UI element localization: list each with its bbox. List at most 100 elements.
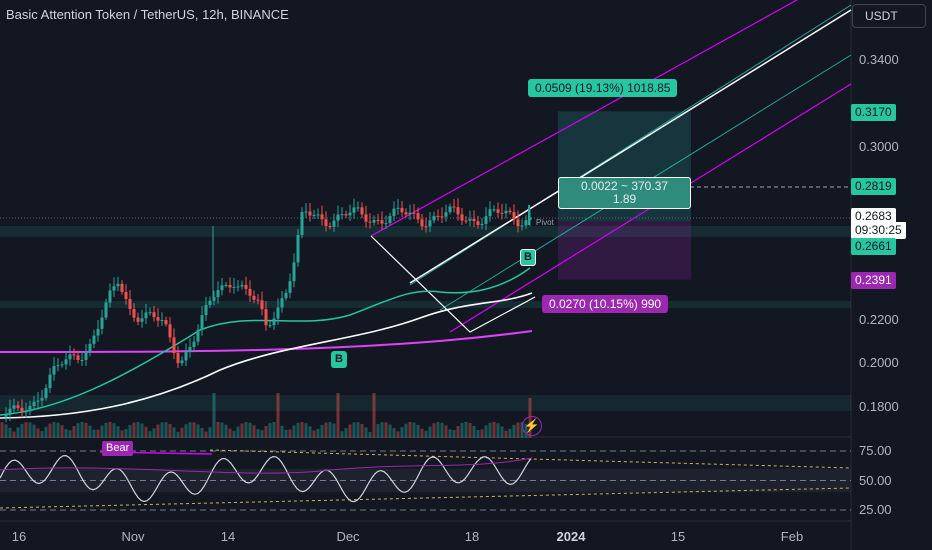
candle-body xyxy=(76,355,80,361)
volume-bar xyxy=(356,422,360,438)
pitchfork-median xyxy=(409,9,852,284)
volume-bar xyxy=(456,425,460,438)
volume-bar xyxy=(392,428,396,438)
candle-body xyxy=(200,315,204,330)
candle-body xyxy=(16,405,20,408)
candle-body xyxy=(320,214,324,220)
volume-bar xyxy=(208,427,212,438)
candle-body xyxy=(244,284,248,289)
volume-bar xyxy=(504,430,508,438)
support-zone xyxy=(0,301,851,308)
candle-body xyxy=(148,312,152,314)
time-label: 14 xyxy=(220,529,236,544)
volume-bar xyxy=(380,422,384,438)
volume-bar xyxy=(60,425,64,438)
candle-body xyxy=(208,300,212,305)
measure-top-label[interactable]: 0.0509 (19.13%) 1018.85 xyxy=(528,79,678,97)
volume-bar xyxy=(232,430,236,438)
volume-bar xyxy=(184,424,188,438)
candle-body xyxy=(484,216,488,224)
measure-ratio-line: 0.0022 ~ 370.37 xyxy=(580,179,669,193)
oscillator-divergence-lower xyxy=(0,487,852,509)
candle-body xyxy=(112,286,116,291)
candle-body xyxy=(368,221,372,223)
candle-body xyxy=(336,214,340,221)
candle-body xyxy=(104,302,108,318)
volume-bar xyxy=(448,429,452,438)
volume-bar xyxy=(8,427,12,438)
candle-body xyxy=(20,407,24,412)
volume-bar xyxy=(452,430,456,438)
candle-body xyxy=(500,212,504,214)
volume-bar xyxy=(224,424,228,438)
volume-bar xyxy=(180,427,184,438)
lightning-icon[interactable]: ⚡ xyxy=(522,416,542,436)
candle-body xyxy=(436,215,440,217)
candle-body xyxy=(172,337,176,353)
volume-bar xyxy=(280,425,284,438)
candle-body xyxy=(292,262,296,282)
price-tag-upper: 0.3170 xyxy=(851,104,896,121)
volume-bar xyxy=(316,428,320,438)
volume-bar xyxy=(516,422,520,438)
candle-body xyxy=(72,354,76,356)
candle-body xyxy=(96,328,100,336)
candle-body xyxy=(236,286,240,288)
volume-bar xyxy=(360,424,364,438)
candle-body xyxy=(516,219,520,227)
candle-body xyxy=(184,351,188,361)
candle-body xyxy=(192,341,196,347)
candle-body xyxy=(124,292,128,299)
volume-bar xyxy=(428,426,432,438)
volume-bar xyxy=(72,426,76,438)
candle-body xyxy=(128,298,132,309)
volume-bar xyxy=(444,425,448,438)
candle-body xyxy=(44,388,48,398)
candle-body xyxy=(108,290,112,303)
volume-bar xyxy=(160,422,164,438)
volume-bar xyxy=(364,427,368,438)
candle-body xyxy=(268,325,272,327)
candle-body xyxy=(272,318,276,326)
price-tick: 0.3400 xyxy=(859,52,899,67)
volume-bar xyxy=(128,425,132,438)
volume-bar xyxy=(204,431,208,438)
candle-body xyxy=(52,366,56,375)
candle-body xyxy=(444,212,448,217)
candle-body xyxy=(160,320,164,322)
measure-ratio-box[interactable]: 0.0022 ~ 370.37 1.89 xyxy=(558,177,691,209)
candle-body xyxy=(304,211,308,213)
volume-bar xyxy=(408,422,412,438)
candle-body xyxy=(284,292,288,299)
volume-bar xyxy=(288,429,292,438)
candle-body xyxy=(296,235,300,263)
symbol-title[interactable]: Basic Attention Token / TetherUS, 12h, B… xyxy=(6,7,289,22)
volume-bar xyxy=(244,422,248,438)
buy-marker[interactable]: B xyxy=(520,249,536,266)
volume-bar xyxy=(372,393,376,438)
volume-bar xyxy=(48,423,52,438)
candle-body xyxy=(340,214,344,216)
volume-bar xyxy=(396,431,400,438)
candle-body xyxy=(280,298,284,308)
candle-body xyxy=(332,220,336,227)
candle-body xyxy=(384,223,388,225)
volume-bar xyxy=(464,422,468,438)
candle-body xyxy=(248,288,252,296)
volume-bar xyxy=(80,422,84,438)
volume-bar xyxy=(376,424,380,438)
time-label: Nov xyxy=(121,529,145,544)
buy-marker[interactable]: B xyxy=(331,351,347,368)
volume-bar xyxy=(340,431,344,438)
volume-bar xyxy=(132,422,136,438)
volume-bar xyxy=(488,422,492,438)
oscillator-signal xyxy=(0,457,533,474)
candle-body xyxy=(428,220,432,227)
candle-body xyxy=(408,212,412,215)
price-tick: 0.3000 xyxy=(859,139,899,154)
measure-bottom-label[interactable]: 0.0270 (10.15%) 990 xyxy=(542,295,669,313)
currency-button[interactable]: USDT xyxy=(852,4,926,28)
candle-body xyxy=(40,397,44,401)
